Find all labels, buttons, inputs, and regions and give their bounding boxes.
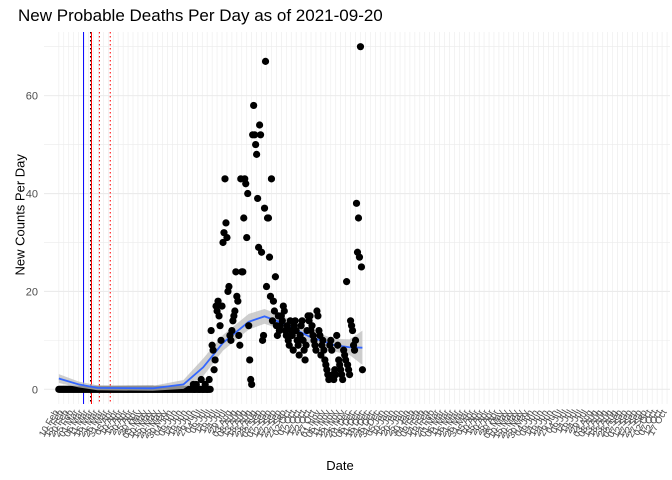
- data-point: [271, 273, 280, 281]
- data-point: [205, 375, 213, 384]
- data-point: [235, 331, 243, 340]
- data-point: [294, 341, 302, 349]
- data-point: [246, 356, 254, 364]
- data-point: [278, 317, 286, 325]
- data-point: [264, 214, 273, 222]
- data-point: [217, 336, 225, 344]
- data-point: [292, 326, 300, 335]
- data-point: [285, 341, 293, 349]
- data-point: [197, 375, 205, 384]
- data-point: [334, 341, 342, 349]
- data-point: [319, 336, 327, 344]
- data-point: [328, 346, 336, 354]
- data-point: [207, 326, 215, 335]
- data-point: [270, 307, 279, 315]
- data-point: [298, 317, 306, 325]
- y-tick-label: 20: [26, 286, 38, 298]
- data-point: [265, 253, 274, 261]
- data-point: [291, 317, 299, 325]
- x-axis-title: Date: [326, 458, 354, 473]
- data-point: [239, 268, 247, 276]
- data-point: [295, 351, 303, 359]
- data-point: [232, 268, 240, 276]
- data-point: [256, 131, 265, 139]
- data-point: [267, 175, 276, 183]
- data-point: [244, 189, 252, 198]
- data-point: [227, 336, 235, 344]
- data-point: [355, 253, 364, 261]
- data-point: [314, 312, 322, 320]
- data-point: [325, 375, 333, 384]
- data-point: [225, 282, 233, 291]
- data-point: [261, 57, 270, 65]
- data-point: [260, 204, 269, 212]
- data-point: [351, 336, 360, 344]
- data-point: [289, 346, 297, 354]
- data-point: [223, 233, 231, 242]
- data-point: [211, 356, 219, 364]
- data-point: [312, 346, 320, 354]
- data-point: [269, 297, 278, 305]
- data-point: [343, 278, 351, 286]
- data-point: [262, 282, 271, 291]
- data-point: [248, 380, 256, 389]
- data-point: [254, 194, 262, 203]
- data-point: [234, 297, 242, 305]
- data-point: [216, 322, 224, 330]
- data-point: [253, 150, 261, 158]
- data-point: [252, 140, 260, 149]
- data-point: [236, 341, 244, 349]
- y-tick-label: 60: [26, 91, 38, 103]
- data-point: [354, 214, 363, 222]
- data-point: [280, 307, 288, 315]
- y-tick-label: 0: [32, 384, 38, 396]
- data-point: [327, 336, 335, 344]
- data-point: [242, 180, 250, 188]
- data-point: [357, 263, 366, 271]
- data-point: [308, 322, 316, 330]
- data-point: [268, 317, 277, 325]
- data-point: [350, 346, 359, 354]
- data-point: [320, 346, 328, 354]
- data-point: [228, 326, 236, 335]
- data-point: [302, 341, 310, 349]
- data-point: [301, 356, 309, 364]
- data-point: [210, 366, 218, 374]
- data-point: [348, 326, 357, 335]
- data-point: [222, 219, 230, 227]
- data-point: [240, 214, 248, 222]
- data-point: [255, 121, 264, 129]
- data-point: [215, 312, 223, 320]
- data-point: [243, 233, 251, 242]
- data-point: [257, 248, 266, 256]
- data-point: [333, 331, 341, 340]
- data-point: [251, 131, 259, 139]
- data-point: [345, 371, 354, 379]
- data-point: [209, 346, 217, 354]
- y-tick-label: 40: [26, 189, 38, 201]
- data-point: [203, 385, 211, 393]
- data-point: [356, 43, 365, 51]
- chart-title: New Probable Deaths Per Day as of 2021-0…: [18, 6, 383, 25]
- data-point: [358, 366, 367, 374]
- data-point: [259, 331, 268, 340]
- data-point: [306, 312, 314, 320]
- data-point: [214, 297, 222, 305]
- data-point: [221, 175, 229, 183]
- data-point: [245, 322, 253, 330]
- data-point: [231, 307, 239, 315]
- data-point: [218, 302, 226, 310]
- data-point: [219, 238, 227, 247]
- data-point: [286, 317, 294, 325]
- data-point: [352, 199, 361, 207]
- data-point: [339, 375, 347, 384]
- data-point: [332, 371, 340, 379]
- data-point: [250, 101, 258, 110]
- data-point: [288, 331, 296, 340]
